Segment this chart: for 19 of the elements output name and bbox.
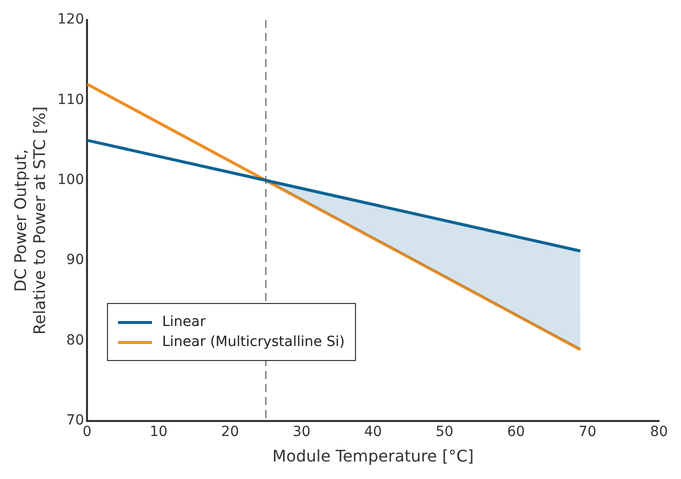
x-tick-label: 50 [436,424,454,440]
x-tick-label: 30 [292,424,310,440]
y-tick-label: 120 [57,12,84,28]
x-tick-label: 0 [82,424,92,440]
y-tick-label: 80 [66,332,84,348]
y-tick-label: 70 [66,412,84,429]
y-tick-label: 100 [57,172,84,188]
x-tick-label: 60 [507,424,525,440]
y-axis-title: DC Power Output, Relative to Power at STC [%] [10,106,49,335]
x-tick-label: 10 [150,424,168,440]
x-tick-label: 20 [221,424,240,440]
x-axis-title: Module Temperature [°C] [272,446,474,466]
x-tick-label: 40 [364,424,382,440]
y-tick-label: 110 [57,92,84,108]
legend-label: Linear [162,314,206,330]
y-tick-label: 90 [66,252,84,268]
x-tick-label: 70 [578,424,596,440]
x-tick-label: 80 [650,424,668,440]
legend-label: Linear (Multicrystalline Si) [162,334,345,350]
